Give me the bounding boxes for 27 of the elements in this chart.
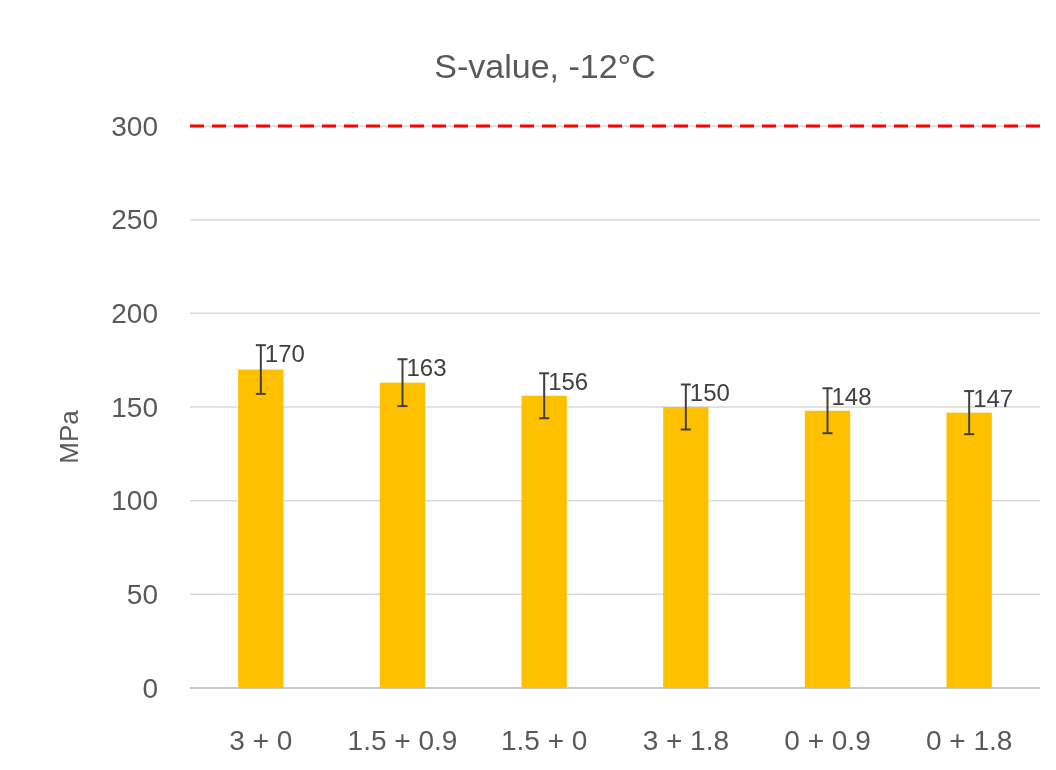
data-label: 156: [548, 367, 589, 395]
data-label: 148: [831, 382, 872, 410]
y-tick-label: 150: [111, 391, 158, 423]
x-tick-label: 3 + 0: [229, 724, 293, 756]
data-label: 170: [264, 339, 305, 367]
x-tick-label: 1.5 + 0.9: [347, 724, 458, 756]
y-axis-title: MPa: [54, 409, 84, 464]
y-tick-label: 100: [111, 485, 158, 517]
data-label: 163: [406, 353, 447, 381]
y-tick-label: 300: [111, 110, 158, 142]
data-label: 150: [689, 378, 730, 406]
bar: [379, 382, 426, 688]
bar: [946, 412, 992, 688]
y-tick-label: 200: [111, 298, 158, 330]
bar: [521, 395, 567, 688]
x-tick-label: 0 + 0.9: [784, 724, 871, 756]
x-tick-label: 0 + 1.8: [925, 724, 1013, 756]
chart-title: S-value, -12°C: [434, 47, 656, 85]
y-tick-label: 0: [142, 672, 158, 704]
bar: [804, 410, 851, 688]
x-tick-label: 3 + 1.8: [642, 724, 730, 756]
y-tick-label: 50: [126, 579, 158, 611]
y-tick-label: 250: [111, 204, 158, 236]
x-tick-label: 1.5 + 0: [500, 724, 588, 756]
bar: [663, 407, 709, 688]
bar: [238, 369, 284, 688]
data-label: 147: [973, 385, 1014, 413]
